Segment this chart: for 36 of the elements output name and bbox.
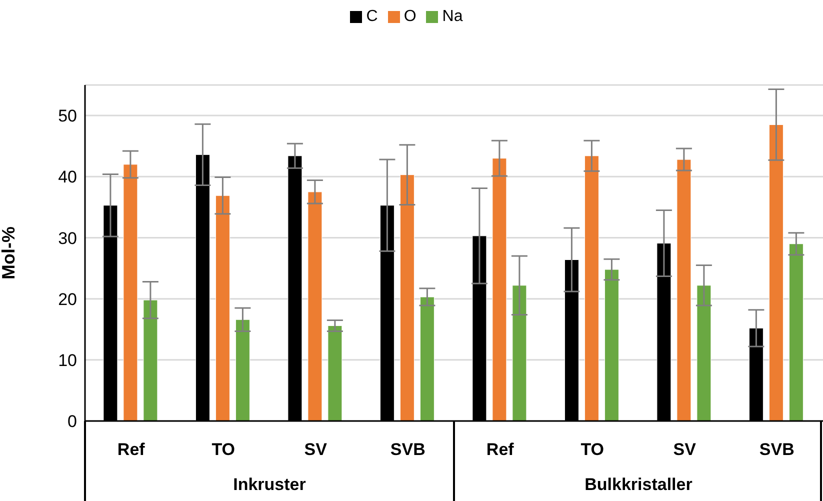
bar [604,269,619,421]
x-tick-label: SVB [390,440,426,460]
legend-label: C [366,8,378,25]
bar [328,325,342,421]
y-tick-label: 50 [58,106,77,126]
bar [676,159,692,421]
y-tick-label: 20 [58,290,77,309]
bar [123,164,138,421]
bar [400,174,414,421]
bar [143,300,158,421]
text: Bulkkristaller [584,475,694,495]
x-tick-label: TO [580,440,604,460]
bar [696,285,712,421]
x-tick-label: TO [212,440,236,460]
y-tick-label: 40 [58,168,77,187]
x-tick-label: SVB [759,440,794,460]
bar [235,319,250,421]
x-tick-label: SV [673,440,697,460]
y-axis-title: Mol-% [0,226,18,280]
bar [492,158,507,421]
bar [308,192,322,421]
x-tick-label: SV [304,440,328,460]
y-tick-label: 10 [58,350,77,370]
legend-label: Na [442,8,463,25]
bar [512,285,527,421]
text: Inkruster [232,475,307,495]
legend-label: O [404,8,416,25]
y-tick-label: 0 [68,412,77,432]
bar [420,296,434,421]
bar [215,195,230,421]
x-tick-label: Ref [117,440,146,460]
bar [584,156,599,421]
bar [768,124,784,421]
y-tick-label: 30 [58,228,77,248]
bar [788,244,804,421]
x-tick-label: Ref [486,440,514,460]
